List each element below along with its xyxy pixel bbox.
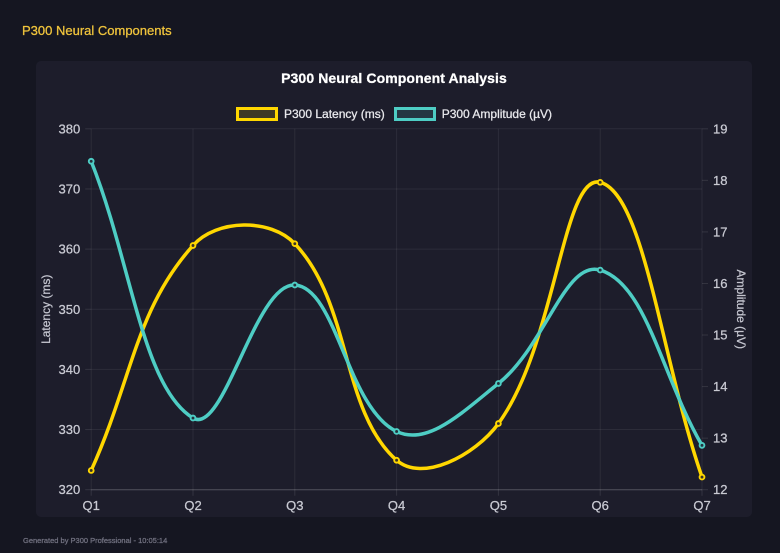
data-point-1-Q4[interactable] <box>393 428 400 435</box>
axis-tick-label: 12 <box>713 482 727 497</box>
data-point-1-Q7[interactable] <box>698 442 706 449</box>
latency-swatch-icon <box>235 107 278 121</box>
left-axis-title: Latency (ms) <box>39 275 53 344</box>
footer-note: Generated by P300 Professional - 10:05:1… <box>23 536 168 545</box>
chart-legend: P300 Latency (ms) P300 Amplitude (µV) <box>36 107 752 121</box>
axis-tick-label: 14 <box>713 379 727 394</box>
data-point-1-Q1[interactable] <box>87 157 95 165</box>
axis-tick-label: 360 <box>58 242 80 257</box>
x-tick-Q2: Q2 <box>184 498 201 513</box>
data-point-0-Q4[interactable] <box>393 456 400 464</box>
data-point-0-Q6[interactable] <box>596 178 604 186</box>
data-point-0-Q5[interactable] <box>495 420 502 427</box>
data-point-0-Q2[interactable] <box>189 242 197 249</box>
axis-tick-label: 340 <box>58 362 80 377</box>
x-tick-Q1: Q1 <box>83 498 100 513</box>
data-point-1-Q5[interactable] <box>495 380 502 387</box>
page-title: P300 Neural Components <box>22 23 172 38</box>
axis-tick-label: 380 <box>58 121 80 136</box>
legend-item-latency[interactable]: P300 Latency (ms) <box>235 107 385 121</box>
axis-tick-label: 17 <box>713 224 727 239</box>
line-chart: 320 330 340 350 360 370 380 12 13 14 15 16 17 18 19 Q1 Q… <box>39 121 748 513</box>
right-axis-title: Amplitude (µV) <box>734 269 748 349</box>
data-point-0-Q3[interactable] <box>291 240 299 248</box>
axis-tick-label: 350 <box>58 302 80 317</box>
data-point-1-Q2[interactable] <box>189 414 197 422</box>
x-tick-Q5: Q5 <box>490 498 507 513</box>
legend-label-latency: P300 Latency (ms) <box>283 107 385 121</box>
legend-item-amplitude[interactable]: P300 Amplitude (µV) <box>393 107 553 121</box>
x-tick-Q7: Q7 <box>693 498 710 513</box>
axis-tick-label: 330 <box>58 422 80 437</box>
chart-panel: P300 Neural Component Analysis P300 Late… <box>36 61 752 517</box>
axis-tick-label: 13 <box>713 431 727 446</box>
axis-tick-label: 370 <box>58 181 80 196</box>
axis-tick-label: 320 <box>58 482 80 497</box>
axis-tick-label: 15 <box>713 328 727 343</box>
amplitude-swatch-icon <box>393 107 436 121</box>
chart-title: P300 Neural Component Analysis <box>281 70 507 86</box>
legend-label-amplitude: P300 Amplitude (µV) <box>441 107 553 121</box>
axis-tick-label: 19 <box>713 121 727 136</box>
axis-tick-label: 16 <box>713 276 727 291</box>
data-point-1-Q3[interactable] <box>291 281 299 289</box>
x-tick-Q6: Q6 <box>592 498 609 513</box>
data-point-0-Q7[interactable] <box>698 473 706 481</box>
x-tick-Q3: Q3 <box>286 498 303 513</box>
data-point-0-Q1[interactable] <box>87 467 95 474</box>
x-tick-Q4: Q4 <box>388 498 405 513</box>
axis-tick-label: 18 <box>713 173 727 188</box>
data-point-1-Q6[interactable] <box>596 266 604 274</box>
